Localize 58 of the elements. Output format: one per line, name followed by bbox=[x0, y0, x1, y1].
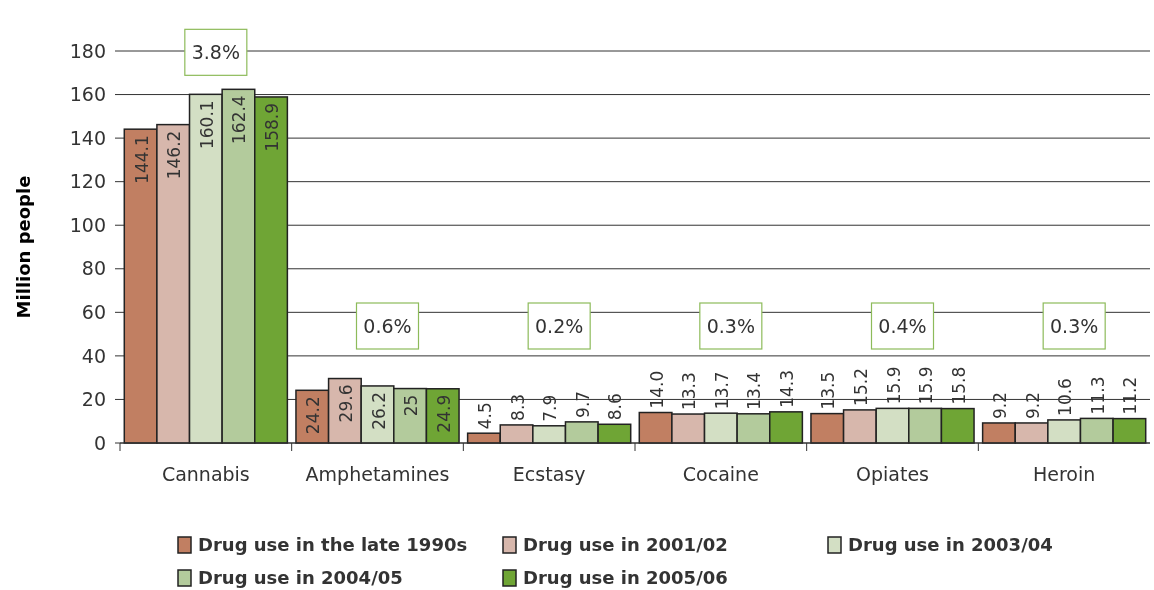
data-label: 15.8 bbox=[948, 366, 969, 405]
y-tick-label: 0 bbox=[93, 431, 106, 454]
y-tick-label: 160 bbox=[69, 83, 106, 106]
legend-label: Drug use in the late 1990s bbox=[198, 534, 468, 556]
y-axis-title: Million people bbox=[13, 175, 34, 319]
data-label: 15.9 bbox=[883, 366, 904, 405]
annotation: 3.8% bbox=[191, 40, 240, 63]
x-tick-label: Cannabis bbox=[161, 463, 250, 485]
y-tick-label: 120 bbox=[69, 170, 106, 193]
data-label: 26.2 bbox=[368, 391, 389, 430]
data-label: 14.0 bbox=[646, 370, 667, 409]
data-label: 15.9 bbox=[916, 366, 937, 405]
legend-label: Drug use in 2005/06 bbox=[523, 567, 728, 589]
data-label: 8.3 bbox=[507, 393, 528, 421]
y-tick-label: 40 bbox=[81, 344, 106, 367]
data-label: 4.5 bbox=[474, 402, 495, 430]
data-label: 13.7 bbox=[711, 371, 732, 410]
data-label: 24.2 bbox=[303, 396, 324, 435]
data-label: 13.3 bbox=[679, 372, 700, 411]
legend-label: Drug use in 2001/02 bbox=[523, 534, 728, 556]
data-label: 24.9 bbox=[433, 394, 454, 433]
data-label: 158.9 bbox=[262, 102, 283, 152]
data-label: 162.4 bbox=[229, 95, 250, 144]
data-label: 9.2 bbox=[989, 391, 1010, 419]
data-label: 13.4 bbox=[744, 371, 765, 410]
y-tick-label: 60 bbox=[81, 300, 106, 323]
annotation: 0.3% bbox=[706, 314, 755, 337]
x-tick-label: Ecstasy bbox=[512, 463, 586, 485]
data-label: 8.6 bbox=[605, 393, 626, 421]
y-tick-label: 100 bbox=[69, 213, 106, 236]
annotation: 0.6% bbox=[363, 314, 412, 337]
data-label: 10.6 bbox=[1055, 378, 1076, 416]
annotation: 0.2% bbox=[535, 314, 584, 337]
x-tick-label: Heroin bbox=[1033, 463, 1096, 485]
data-label: 9.7 bbox=[572, 390, 593, 418]
x-tick-label: Amphetamines bbox=[305, 463, 450, 485]
data-label: 9.2 bbox=[1022, 391, 1043, 419]
annotation: 0.4% bbox=[878, 314, 927, 337]
data-label: 7.9 bbox=[540, 394, 561, 422]
data-label: 160.1 bbox=[196, 100, 217, 150]
data-label: 146.2 bbox=[164, 130, 185, 180]
data-label: 14.3 bbox=[777, 370, 798, 408]
legend-label: Drug use in 2003/04 bbox=[848, 534, 1053, 556]
data-label: 25 bbox=[401, 394, 422, 417]
y-tick-label: 180 bbox=[69, 39, 106, 62]
data-label: 29.6 bbox=[335, 384, 356, 423]
data-label: 11.3 bbox=[1087, 376, 1108, 415]
y-tick-label: 140 bbox=[69, 126, 106, 149]
x-tick-label: Cocaine bbox=[682, 463, 759, 485]
y-tick-label: 80 bbox=[81, 257, 106, 280]
y-tick-label: 20 bbox=[81, 388, 106, 411]
data-label: 144.1 bbox=[131, 135, 152, 184]
data-label: 13.5 bbox=[818, 371, 839, 410]
x-tick-label: Opiates bbox=[856, 463, 929, 485]
annotation: 0.3% bbox=[1050, 314, 1099, 337]
data-label: 15.2 bbox=[850, 368, 871, 406]
legend-label: Drug use in 2004/05 bbox=[198, 567, 403, 589]
data-label: 11.2 bbox=[1120, 376, 1141, 415]
